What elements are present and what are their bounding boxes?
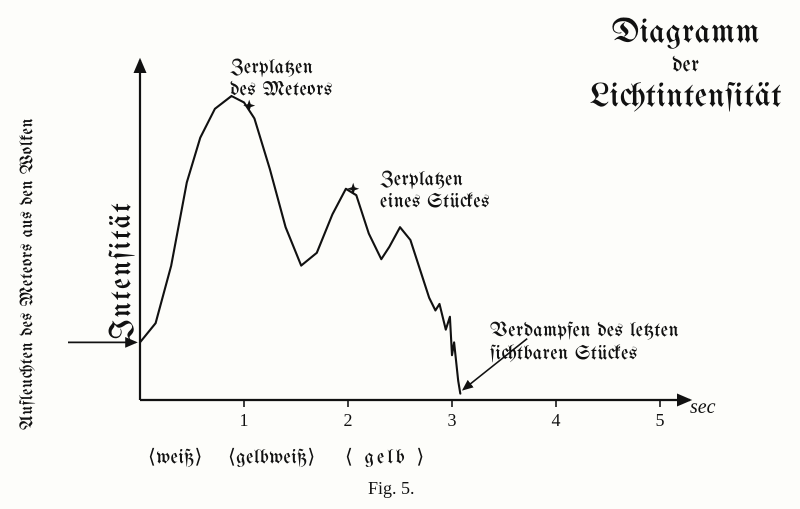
figure-title: Diagramm der Lichtintenſität (590, 14, 782, 117)
annot-peak2-l2: eines Stückes (380, 192, 490, 214)
figure-stage: 1 2 3 4 5 Diagramm der Lichtintenſität Aufle… (0, 0, 800, 509)
annot-peak1-l1: Zerplatzen (230, 58, 333, 80)
color-label-3: ⟨ gelb ⟩ (345, 444, 427, 469)
title-line-2: der (590, 53, 782, 78)
figure-caption: Fig. 5. (368, 478, 415, 499)
title-line-1: Diagramm (590, 14, 782, 53)
title-line-3: Lichtintenſität (590, 78, 782, 117)
xtick-label: 2 (344, 410, 353, 430)
ylabel-inner: Intenſität (106, 201, 138, 340)
color-label-2: ⟨gelbweiß⟩ (228, 444, 316, 469)
xtick-label: 1 (240, 410, 249, 430)
xlabel: sec (690, 396, 716, 419)
xtick-label: 5 (656, 410, 665, 430)
annot-peak1: Zerplatzen des Meteors (230, 58, 333, 102)
annot-end: Verdampfen des letzten ſichtbaren Stücke… (490, 320, 679, 366)
ylabel-outer: Aufleuchten des Meteors aus den Wolken (18, 118, 37, 430)
annot-peak2: Zerplatzen eines Stückes (380, 170, 490, 214)
color-label-1: ⟨weiß⟩ (148, 444, 203, 469)
annot-peak1-l2: des Meteors (230, 80, 333, 102)
annot-end-l1: Verdampfen des letzten (490, 320, 679, 343)
xtick-label: 3 (448, 410, 457, 430)
xtick-label: 4 (552, 410, 561, 430)
annot-peak2-l1: Zerplatzen (380, 170, 490, 192)
annot-end-l2: ſichtbaren Stückes (490, 343, 679, 366)
